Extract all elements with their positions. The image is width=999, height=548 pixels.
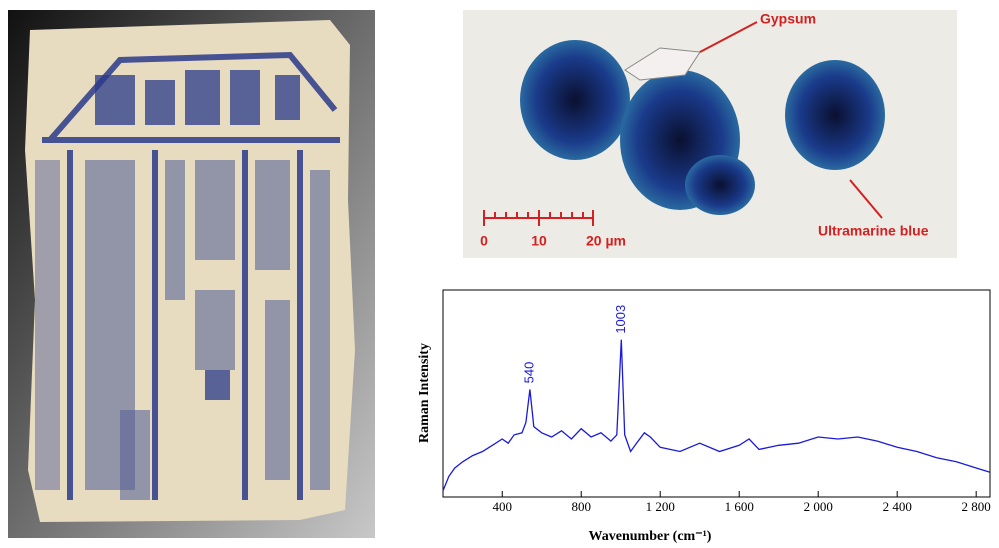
x-tick-label: 1 200	[646, 499, 675, 514]
x-tick-label: 2 800	[962, 499, 991, 514]
peak-label: 1003	[613, 305, 628, 334]
y-axis-label: Raman Intensity	[417, 343, 432, 443]
page: Gypsum Ultramarine blue 0 10 20 µm Waven…	[0, 0, 999, 548]
x-axis-label: Wavenumber (cm⁻¹)	[589, 529, 712, 544]
x-tick-label: 800	[571, 499, 591, 514]
particle	[685, 155, 755, 215]
scale-label: 20 µm	[586, 233, 626, 249]
x-tick-label: 2 000	[804, 499, 833, 514]
peak-label: 540	[521, 362, 536, 384]
label: Ultramarine blue	[818, 223, 929, 239]
label: Gypsum	[760, 11, 816, 27]
x-tick-label: 400	[492, 499, 512, 514]
scale-label: 0	[480, 233, 488, 249]
document-photo	[8, 10, 375, 538]
scale-label: 10	[531, 233, 547, 249]
particle	[785, 60, 885, 170]
figure: Gypsum Ultramarine blue 0 10 20 µm Waven…	[0, 0, 999, 548]
x-tick-label: 2 400	[883, 499, 912, 514]
x-tick-label: 1 600	[725, 499, 754, 514]
particle	[520, 40, 630, 160]
micrograph: Gypsum Ultramarine blue 0 10 20 µm	[463, 10, 957, 258]
plot-frame	[443, 290, 990, 497]
